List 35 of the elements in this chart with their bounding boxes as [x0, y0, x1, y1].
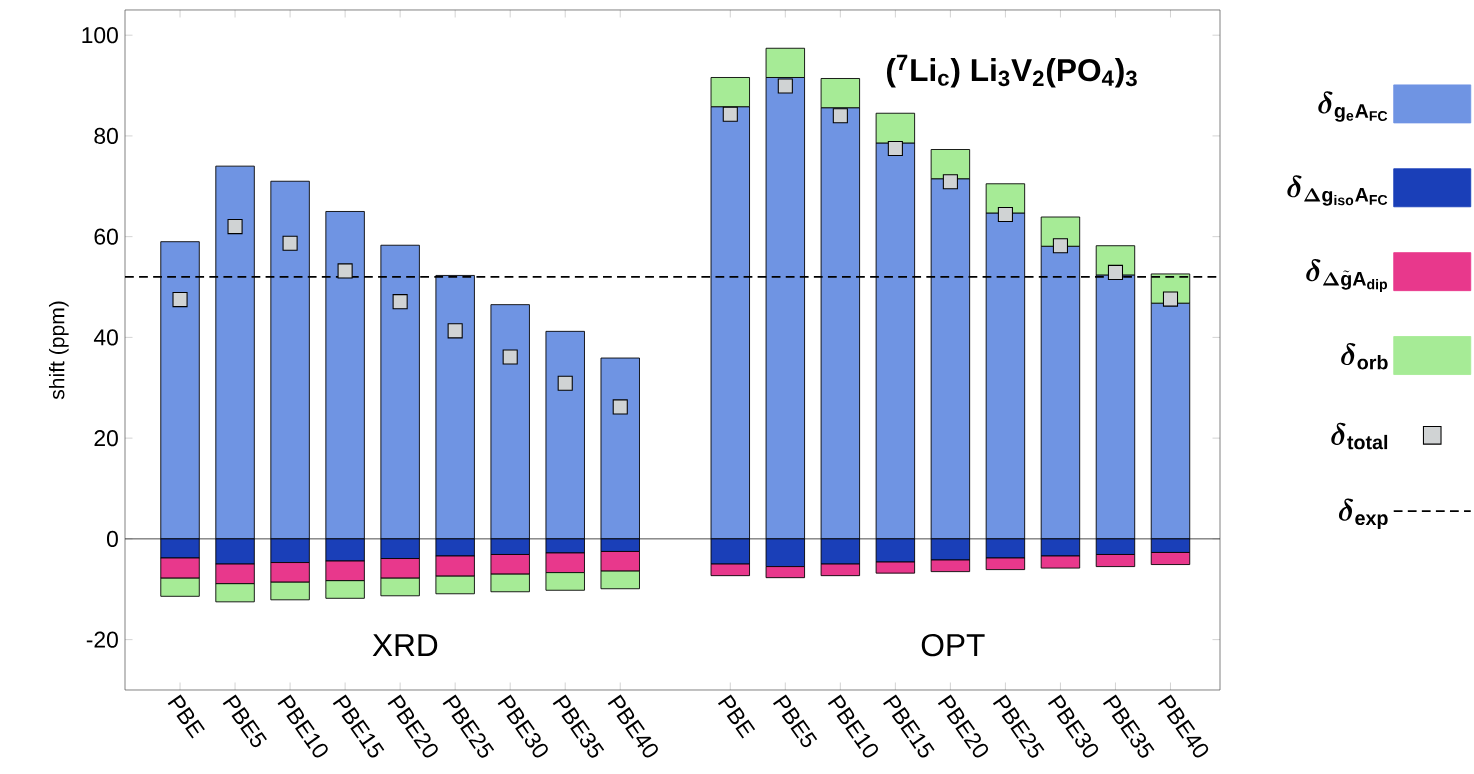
y-tick-label: 80: [94, 127, 118, 144]
annotation: XRD: [372, 634, 438, 656]
y-axis-title: shift (ppm): [48, 301, 69, 400]
y-tick-label: 20: [94, 430, 118, 447]
legend-label: $\boldsymbol{\delta}_{\mathbf{exp}}$: [1338, 498, 1388, 529]
point: [227, 219, 243, 235]
y-tick-label: 100: [82, 27, 118, 44]
point: [1162, 291, 1179, 307]
y-tick-label: -20: [86, 631, 118, 648]
point: [502, 349, 518, 365]
legend-label: $\boldsymbol{\delta}_{\boldsymbol{\Delta}\mathbf{g_{iso}A_{FC}}}$: [1287, 175, 1388, 206]
y-tick-label: 40: [93, 329, 118, 346]
point: [832, 108, 848, 124]
point: [612, 399, 628, 415]
point: [887, 140, 903, 157]
legend-label: $\boldsymbol{\delta}_{\boldsymbol{\Delta}\tilde{\mathbf{g}}\mathbf{A_{dip}}}$: [1306, 259, 1388, 293]
annotation: OPT: [921, 633, 985, 657]
point: [392, 294, 408, 310]
point: [337, 263, 353, 279]
legend-label: $\boldsymbol{\delta}_{\mathbf{total}}$: [1331, 422, 1388, 450]
point: [942, 174, 958, 190]
y-tick-label: 60: [94, 228, 118, 245]
chart-title: ($^{7}$Li$_{c}$) Li$_{3}$V$_{2}$(PO$_{4}$)$_{3}$: [886, 54, 1137, 88]
point: [1052, 238, 1068, 254]
point: [997, 206, 1013, 223]
point: [172, 292, 188, 308]
point: [282, 235, 298, 251]
legend-label: $\boldsymbol{\delta}_{\mathbf{orb}}$: [1341, 342, 1388, 370]
point: [722, 106, 738, 122]
y-tick-label: 0: [106, 530, 118, 547]
point: [1107, 264, 1124, 280]
point: [557, 375, 573, 391]
legend-label: $\boldsymbol{\delta}_{\mathbf{g_{e}A_{FC}}}$: [1318, 91, 1388, 122]
point: [777, 78, 793, 94]
point: [447, 323, 463, 339]
